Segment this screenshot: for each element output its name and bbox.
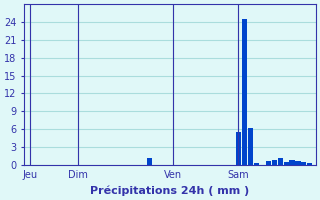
Bar: [301, 162, 307, 165]
Bar: [277, 158, 283, 165]
Bar: [248, 128, 253, 165]
Bar: [236, 132, 241, 165]
Bar: [272, 160, 277, 165]
Bar: [295, 161, 300, 165]
Bar: [254, 163, 259, 165]
Bar: [290, 160, 294, 165]
X-axis label: Précipitations 24h ( mm ): Précipitations 24h ( mm ): [90, 185, 250, 196]
Bar: [242, 19, 247, 165]
Bar: [284, 162, 289, 165]
Bar: [307, 163, 312, 165]
Bar: [147, 158, 152, 165]
Bar: [266, 161, 271, 165]
